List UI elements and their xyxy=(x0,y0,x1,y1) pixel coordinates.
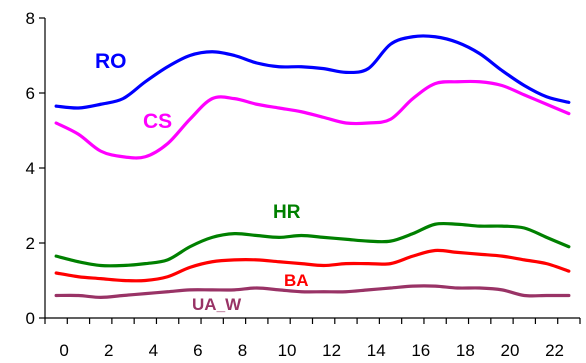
series-label-ro: RO xyxy=(95,50,127,73)
series-line-ro xyxy=(54,34,571,110)
x-tick-label: 12 xyxy=(322,341,341,360)
series-label-ba: BA xyxy=(284,271,309,290)
y-axis-ticks: 0 2 4 6 8 xyxy=(26,9,45,328)
series-line-cs xyxy=(54,79,571,160)
x-tick-label: 6 xyxy=(193,341,202,360)
x-tick-label: 14 xyxy=(367,341,386,360)
series-line-hr xyxy=(54,221,571,268)
x-tick-label: 16 xyxy=(411,341,430,360)
y-tick-label: 4 xyxy=(26,159,35,178)
series-labels: RO CS HR BA UA_W xyxy=(95,50,309,314)
x-tick-label: 22 xyxy=(545,341,564,360)
series-label-cs: CS xyxy=(143,110,172,133)
x-tick-label: 8 xyxy=(238,341,247,360)
series-line-ua_w xyxy=(54,284,571,299)
x-tick-label: 0 xyxy=(59,341,68,360)
y-tick-label: 6 xyxy=(26,84,35,103)
series-lines xyxy=(54,34,571,299)
y-tick-label: 8 xyxy=(26,9,35,28)
series-label-hr: HR xyxy=(273,202,301,223)
y-tick-label: 2 xyxy=(26,234,35,253)
x-tick-label: 4 xyxy=(149,341,158,360)
x-axis-ticks: 0246810121416182022h xyxy=(44,318,581,360)
series-line-ba xyxy=(54,248,571,283)
x-tick-label: 20 xyxy=(501,341,520,360)
series-label-ua_w: UA_W xyxy=(192,295,242,314)
x-tick-label: 18 xyxy=(456,341,475,360)
x-tick-label: 10 xyxy=(278,341,297,360)
y-tick-label: 0 xyxy=(26,309,35,328)
x-tick-label: 2 xyxy=(104,341,113,360)
